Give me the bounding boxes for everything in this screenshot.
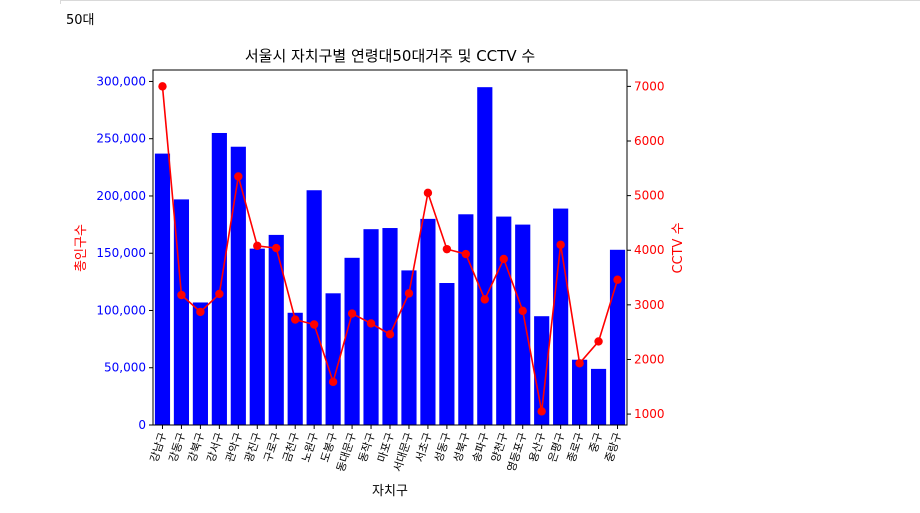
x-axis-label: 자치구: [372, 484, 408, 499]
cctv-point: [309, 320, 319, 329]
cctv-point: [158, 82, 167, 91]
bar: [572, 359, 588, 425]
cctv-point: [575, 359, 584, 368]
y-left-tick-label: 100,000: [96, 303, 146, 317]
y-right-tick-label: 1000: [634, 407, 665, 421]
cctv-point: [480, 295, 489, 304]
cctv-point: [423, 188, 433, 198]
cctv-point: [385, 330, 395, 339]
x-tick-label: 중구: [587, 431, 606, 454]
cctv-point: [518, 306, 527, 316]
bar: [458, 214, 474, 425]
y-right-tick-label: 5000: [634, 189, 665, 203]
bar: [590, 368, 607, 425]
y-left-tick-label: 200,000: [96, 189, 146, 203]
bar: [553, 208, 569, 425]
x-tick-label: 종로구: [565, 431, 587, 464]
bar: [306, 190, 322, 425]
y-left-tick-label: 0: [138, 418, 146, 432]
bar: [420, 218, 436, 425]
cctv-point: [234, 172, 243, 181]
x-tick-label: 중랑구: [603, 431, 625, 464]
y-left-tick-label: 300,000: [96, 74, 146, 88]
y-right-tick-label: 3000: [634, 298, 665, 312]
y-left-tick-label: 150,000: [96, 246, 146, 260]
cctv-point: [366, 319, 376, 328]
bar: [268, 234, 284, 425]
chart-title: 서울시 자치구별 연령대50대거주 및 CCTV 수: [245, 47, 535, 65]
bar: [401, 270, 417, 425]
cctv-point: [613, 275, 622, 284]
window-top-border: [60, 0, 920, 4]
cctv-point: [328, 377, 338, 387]
cctv-point: [404, 289, 414, 298]
cctv-point: [253, 241, 262, 251]
bar: [325, 293, 341, 425]
y-left-tick-label: 50,000: [104, 361, 146, 375]
cctv-point: [499, 254, 508, 264]
y-axis-right-label: CCTV 수: [671, 222, 686, 273]
cctv-point: [272, 243, 281, 253]
plot-area: 0 50,000 100,000 150,000 200,000 250,000 300,0…: [96, 69, 665, 473]
y-right-tick-label: 2000: [634, 352, 665, 366]
bar: [534, 316, 550, 425]
cctv-point: [347, 309, 357, 318]
cctv-point: [215, 289, 224, 299]
y-right-tick-label: 6000: [634, 134, 665, 148]
bar: [344, 257, 360, 425]
cctv-point: [461, 249, 471, 259]
bar: [382, 228, 398, 425]
cctv-point: [442, 244, 452, 254]
cctv-point: [537, 407, 546, 416]
bar: [287, 312, 303, 425]
cctv-point: [196, 307, 205, 317]
cctv-point: [291, 315, 300, 324]
y-right-tick-label: 4000: [634, 243, 665, 257]
bar: [477, 87, 493, 425]
cctv-point: [556, 240, 565, 249]
y-axis-left-label: 총인구수: [74, 224, 89, 272]
bar: [496, 216, 512, 425]
bar: [211, 132, 227, 425]
bar: [192, 302, 208, 425]
bar: [439, 283, 455, 425]
cell-output-label: 50대: [66, 13, 95, 28]
bar: [249, 248, 265, 425]
y-left-tick-label: 250,000: [96, 132, 146, 146]
bar: [230, 146, 246, 425]
y-right-tick-label: 7000: [634, 79, 665, 93]
cctv-point: [177, 290, 186, 300]
bar: [515, 224, 531, 425]
bar: [154, 153, 171, 425]
cctv-point: [594, 337, 603, 346]
